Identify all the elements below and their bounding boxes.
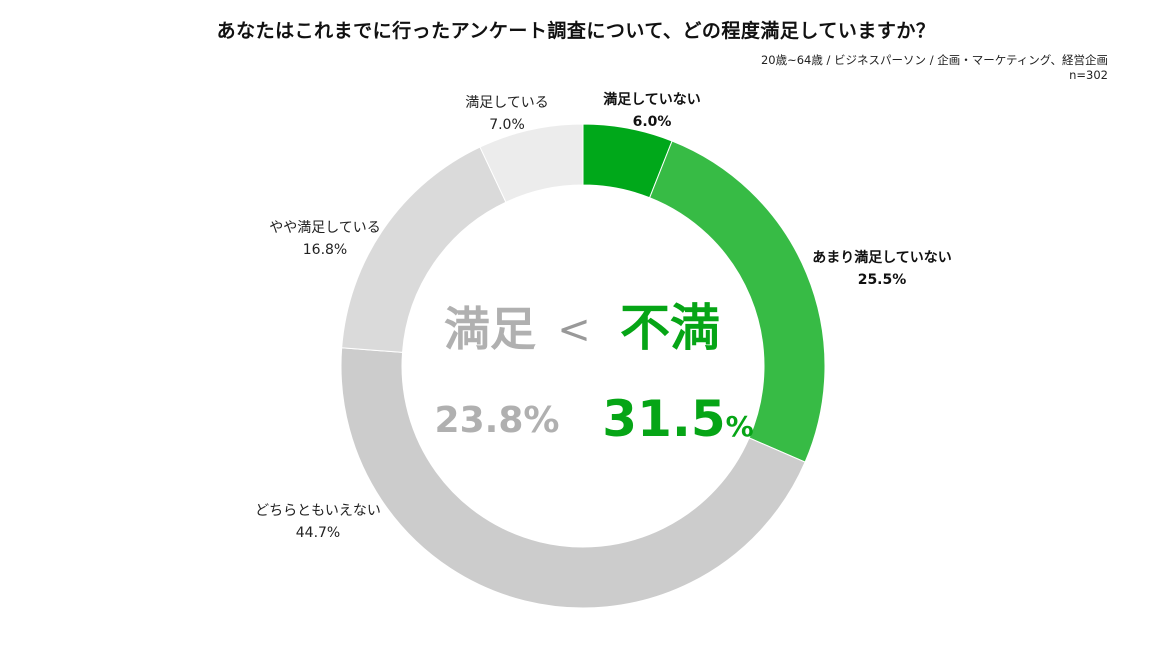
slice-value-label: 7.0%	[489, 117, 525, 133]
respondent-subtitle: 20歳~64歳 / ビジネスパーソン / 企画・マーケティング、経営企画	[760, 53, 1108, 67]
slice-label: あまり満足していない	[812, 249, 952, 266]
dissatisfied-unit: %	[726, 410, 754, 443]
sample-size: n=302	[1069, 68, 1108, 82]
slice-value-label: 44.7%	[296, 525, 340, 541]
donut-slice	[479, 123, 584, 203]
center-satisfied-value: 23.8%	[435, 400, 560, 441]
slice-value-label: 6.0%	[633, 114, 672, 130]
donut-slices	[340, 123, 826, 609]
slice-label: どちらともいえない	[255, 503, 381, 519]
chart-title: あなたはこれまでに行ったアンケート調査について、どの程度満足していますか？	[216, 20, 936, 42]
donut-slice	[340, 347, 806, 609]
slice-label: 満足していない	[603, 91, 701, 108]
dissatisfied-number: 31.5	[602, 390, 725, 448]
slice-label: 満足している	[465, 95, 549, 111]
center-satisfied-label: 満足	[444, 302, 536, 356]
center-dissatisfied-value: 31.5%	[602, 390, 753, 448]
center-comparator: <	[557, 307, 591, 353]
slice-label: やや満足している	[269, 220, 381, 236]
slice-labels: 満足していない 6.0% あまり満足していない 25.5% どちらともいえない 44.7%…	[255, 91, 952, 541]
slice-value-label: 16.8%	[303, 242, 347, 258]
chart-meta: 20歳~64歳 / ビジネスパーソン / 企画・マーケティング、経営企画 n=3…	[761, 53, 1108, 83]
center-dissatisfied-label: 不満	[620, 299, 720, 357]
slice-value-label: 25.5%	[858, 272, 907, 288]
